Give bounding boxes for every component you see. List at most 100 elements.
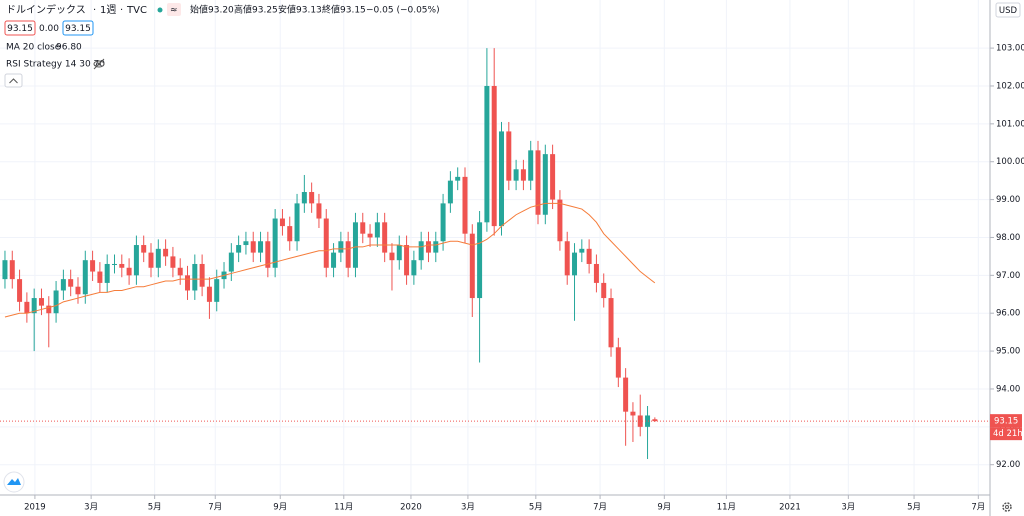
status-icon[interactable] (167, 3, 181, 16)
x-tick-label: 11月 (717, 503, 736, 513)
y-tick-label: 99.00 (996, 195, 1020, 205)
candle-body (53, 290, 59, 314)
candle-body (528, 150, 534, 181)
y-tick-label: 98.00 (996, 233, 1020, 243)
close-value: 93.15 (340, 6, 366, 16)
candle-body (287, 226, 293, 242)
candle-body (593, 263, 599, 283)
candle-body (323, 218, 329, 268)
candle-body (572, 252, 578, 276)
y-tick-label: 102.00 (996, 81, 1024, 91)
grid (0, 0, 990, 495)
visibility-icon[interactable] (93, 58, 105, 70)
candle-body (104, 263, 110, 283)
last-price-tag (990, 414, 1022, 428)
low-value: 93.13 (296, 6, 322, 16)
y-tick-label: 103.00 (996, 44, 1024, 54)
candle-body (243, 241, 249, 246)
last-price-label: 93.15 (994, 417, 1018, 427)
candle-body (542, 154, 548, 215)
candle-body (550, 154, 556, 200)
x-tick-label: 11月 (334, 503, 353, 513)
collapse-icon (9, 78, 18, 84)
status-glyph: ≈ (170, 6, 178, 16)
candle-body (462, 176, 468, 234)
candle-body (645, 415, 651, 427)
x-tick-label: 5月 (529, 503, 543, 513)
candle-body (557, 199, 563, 242)
candle-body (199, 263, 205, 287)
collapse-button[interactable] (4, 73, 23, 88)
candle-body (579, 248, 585, 253)
candle-body (279, 218, 285, 227)
candle-body (623, 377, 629, 412)
candle-body (309, 192, 315, 204)
candle-body (360, 222, 366, 234)
candle-body (258, 241, 264, 253)
candle-body (477, 222, 483, 299)
candle-body (68, 279, 74, 287)
candle-body (637, 415, 643, 427)
candle-body (170, 256, 176, 268)
candle-body (352, 222, 358, 268)
candle-body (615, 347, 621, 378)
candle-body (148, 252, 154, 268)
candle-body (185, 275, 191, 291)
candle-body (389, 252, 395, 261)
candle-body (316, 203, 322, 219)
x-tick-label: 2019 (24, 503, 46, 513)
sep: · (120, 5, 123, 16)
candle-body (250, 241, 256, 253)
candle-body (520, 169, 526, 181)
x-tick-label: 5月 (148, 503, 162, 513)
candle-body (82, 260, 88, 295)
candle-body (396, 245, 402, 261)
candle-body (214, 279, 220, 302)
candle-body (141, 245, 147, 253)
buy-button[interactable] (62, 20, 94, 36)
y-tick-label: 97.00 (996, 271, 1020, 281)
symbol: ドルインデックス (6, 3, 86, 16)
candle-body (60, 279, 66, 291)
candle-body (206, 286, 212, 302)
sep: · (93, 5, 96, 16)
logo-mark (7, 478, 21, 485)
x-tick-label: 7月 (593, 503, 607, 513)
y-tick-label: 96.00 (996, 309, 1020, 319)
candle-body (586, 248, 592, 264)
axes: 92.0093.0094.0095.0096.0097.0098.0099.00… (24, 44, 1024, 513)
ma-line (4, 202, 656, 318)
sell-price: 93.15 (7, 24, 33, 34)
x-tick-label: 9月 (273, 503, 287, 513)
y-tick-label: 100.00 (996, 157, 1024, 167)
interval: 1週 (100, 4, 116, 16)
candle-body (338, 241, 344, 253)
candle-body (608, 298, 614, 348)
high-value: 93.25 (252, 6, 278, 16)
currency-box[interactable] (995, 2, 1021, 18)
candle-body (440, 203, 446, 242)
candle-body (24, 301, 30, 314)
candle-body (630, 411, 636, 416)
status-dot (157, 7, 163, 13)
sell-button[interactable] (4, 20, 36, 36)
x-tick-label: 2021 (779, 503, 801, 513)
candle-body (119, 263, 125, 268)
candle-body (506, 131, 512, 181)
x-tick-label: 7月 (971, 503, 985, 513)
candle-body (265, 241, 271, 268)
candle-body (192, 263, 198, 291)
y-tick-label: 95.00 (996, 347, 1020, 357)
y-tick-label: 94.00 (996, 384, 1020, 394)
spread: 0.00 (39, 24, 59, 34)
candle-body (433, 241, 439, 253)
x-tick-label: 9月 (657, 503, 671, 513)
settings-icon[interactable] (1002, 502, 1012, 512)
source: TVC (126, 5, 147, 16)
candle-body (382, 222, 388, 253)
y-tick-label: 101.00 (996, 119, 1024, 129)
candle-body (126, 267, 132, 276)
candle-body (31, 298, 37, 314)
candle-body (272, 218, 278, 268)
